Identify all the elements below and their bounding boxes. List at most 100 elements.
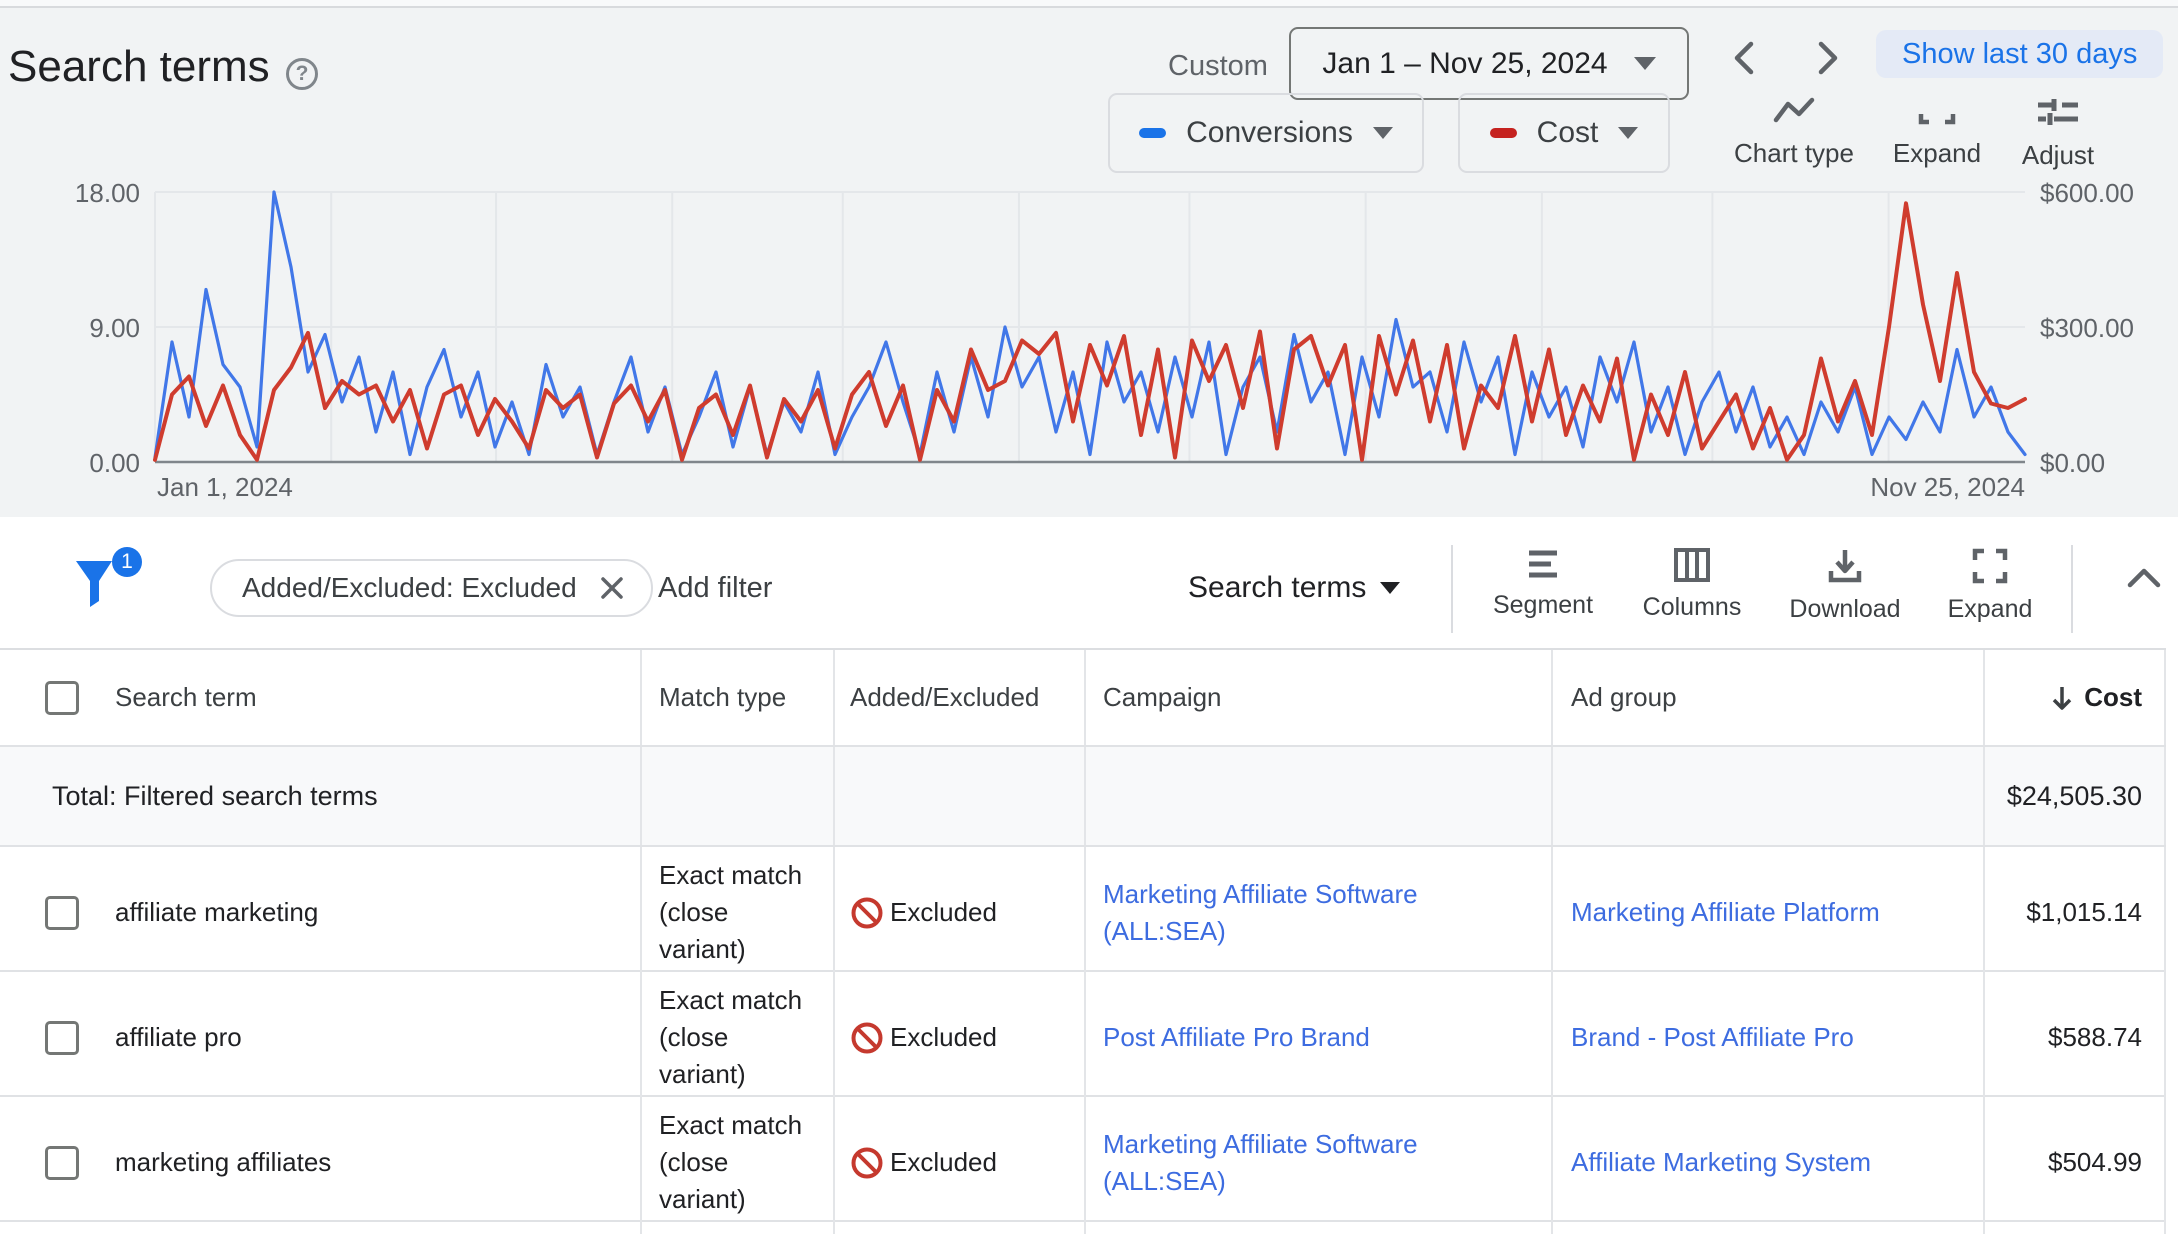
top-divider [0, 0, 2178, 8]
column-header-added-excluded[interactable]: Added/Excluded [850, 682, 1040, 712]
total-row: Total: Filtered search terms $24,505.30 [0, 747, 2166, 847]
excluded-icon [851, 1022, 883, 1053]
chevron-down-icon [1380, 582, 1401, 594]
right-axis-tick: $300.00 [2040, 313, 2134, 343]
filter-funnel-icon [76, 561, 112, 607]
table-row: affiliate pro Exact match (close variant… [0, 972, 2166, 1103]
column-header-match-type[interactable]: Match type [659, 682, 787, 712]
total-label: Total: Filtered search terms [52, 780, 378, 811]
close-icon[interactable] [599, 575, 625, 601]
right-axis-tick: $0.00 [2040, 448, 2106, 478]
ad-group-link[interactable]: Brand - Post Affiliate Pro [1571, 1022, 1854, 1052]
filter-chip-added-excluded[interactable]: Added/Excluded: Excluded [210, 559, 653, 617]
table-row: affiliate marketing Exact match (close v… [0, 847, 2166, 978]
filter-chip-label: Added/Excluded: Excluded [242, 572, 577, 603]
chevron-down-icon [1633, 57, 1656, 70]
adjust-label: Adjust [2021, 140, 2095, 170]
toolbar-divider [2071, 545, 2073, 633]
chart-section: Search terms ? Custom Jan 1 – Nov 25, 20… [0, 0, 2178, 517]
conversions-series-swatch [1139, 128, 1167, 138]
columns-button[interactable]: Columns [1619, 547, 1765, 622]
add-filter-button[interactable]: Add filter [658, 571, 773, 604]
column-header-search-term[interactable]: Search term [115, 682, 257, 712]
sort-descending-icon [2052, 686, 2072, 710]
help-icon[interactable]: ? [286, 58, 318, 90]
ad-group-link[interactable]: Affiliate Marketing System [1571, 1147, 1872, 1177]
match-type-value: Exact match (close variant) [659, 1110, 803, 1214]
campaign-link[interactable]: Post Affiliate Pro Brand [1103, 1022, 1370, 1052]
show-last-30-days-button[interactable]: Show last 30 days [1876, 30, 2164, 78]
table-expand-button[interactable]: Expand [1917, 547, 2063, 624]
search-term-value: affiliate marketing [115, 897, 319, 927]
campaign-link[interactable]: Marketing Affiliate Software (ALL:SEA) [1103, 1128, 1418, 1196]
match-type-value: Exact match (close variant) [659, 860, 803, 964]
excluded-icon [851, 1147, 883, 1178]
left-axis-tick: 18.00 [74, 178, 140, 208]
chevron-down-icon [1372, 127, 1393, 139]
right-axis-tick: $600.00 [2040, 178, 2134, 208]
metric-selector-conversions[interactable]: Conversions [1108, 93, 1424, 173]
chart-type-label: Chart type [1734, 138, 1854, 168]
metric-label: Conversions [1186, 116, 1353, 149]
chevron-up-icon [2127, 568, 2161, 588]
column-header-cost[interactable]: Cost [2084, 682, 2142, 712]
table-row: marketing affiliates Exact match (close … [0, 1097, 2166, 1228]
excluded-icon [851, 897, 883, 928]
filter-bar: 1 Added/Excluded: Excluded Add filter Se… [0, 517, 2178, 648]
line-chart-icon [1773, 97, 1815, 123]
fullscreen-icon [1972, 548, 2008, 584]
table-header-row: Search term Match type Added/Excluded Ca… [0, 650, 2166, 747]
campaign-link[interactable]: Marketing Affiliate Software (ALL:SEA) [1103, 878, 1418, 946]
cost-series-swatch [1489, 128, 1517, 138]
cost-value: $504.99 [2048, 1147, 2142, 1177]
date-range-picker[interactable]: Jan 1 – Nov 25, 2024 [1289, 27, 1689, 100]
table-panel: 1 Added/Excluded: Excluded Add filter Se… [0, 517, 2178, 1234]
x-axis-end-label: Nov 25, 2024 [1870, 472, 2025, 502]
chevron-left-icon [1734, 41, 1754, 75]
left-axis-tick: 0.00 [89, 448, 140, 478]
match-type-value: Exact match (close variant) [659, 985, 803, 1089]
collapse-table-button[interactable] [2124, 565, 2168, 597]
columns-label: Columns [1642, 593, 1742, 621]
expand-icon [1918, 114, 1956, 125]
chevron-right-icon [1818, 41, 1838, 75]
filter-count-badge: 1 [112, 547, 142, 577]
left-axis-tick: 9.00 [89, 313, 140, 343]
column-header-campaign[interactable]: Campaign [1103, 682, 1222, 712]
added-excluded-value: Excluded [890, 897, 997, 927]
sliders-icon [2038, 99, 2078, 125]
next-period-button[interactable] [1806, 36, 1850, 80]
ad-group-link[interactable]: Marketing Affiliate Platform [1571, 897, 1880, 927]
added-excluded-value: Excluded [890, 1022, 997, 1052]
filter-funnel-button[interactable]: 1 [72, 547, 142, 617]
cost-value: $588.74 [2048, 1022, 2142, 1052]
x-axis-start-label: Jan 1, 2024 [157, 472, 293, 502]
page-title: Search terms [8, 42, 270, 91]
chevron-down-icon [1618, 127, 1639, 139]
chart-expand-button[interactable]: Expand [1867, 96, 2007, 169]
search-term-value: marketing affiliates [115, 1147, 332, 1177]
table-row-partial [0, 1222, 2166, 1234]
segment-label: Segment [1492, 591, 1594, 619]
toolbar-divider [1451, 545, 1453, 633]
previous-period-button[interactable] [1722, 36, 1766, 80]
select-all-checkbox[interactable] [45, 680, 79, 715]
metric-label: Cost [1536, 116, 1599, 149]
date-mode-label: Custom [1168, 50, 1268, 82]
metric-selector-cost[interactable]: Cost [1458, 93, 1670, 173]
timeseries-chart [153, 190, 2027, 464]
view-selector-dropdown[interactable]: Search terms [1188, 559, 1401, 617]
adjust-button[interactable]: Adjust [1988, 96, 2128, 171]
columns-icon [1674, 548, 1710, 582]
chart-expand-label: Expand [1892, 138, 1982, 168]
row-checkbox[interactable] [45, 895, 79, 930]
row-checkbox[interactable] [45, 1020, 79, 1055]
total-cost-value: $24,505.30 [2006, 780, 2142, 811]
column-header-ad-group[interactable]: Ad group [1571, 682, 1677, 712]
search-terms-table: Search term Match type Added/Excluded Ca… [0, 648, 2166, 1234]
download-icon [1828, 550, 1862, 583]
segment-button[interactable]: Segment [1470, 547, 1616, 620]
chart-type-button[interactable]: Chart type [1724, 96, 1864, 169]
download-button[interactable]: Download [1772, 547, 1918, 624]
row-checkbox[interactable] [45, 1145, 79, 1180]
